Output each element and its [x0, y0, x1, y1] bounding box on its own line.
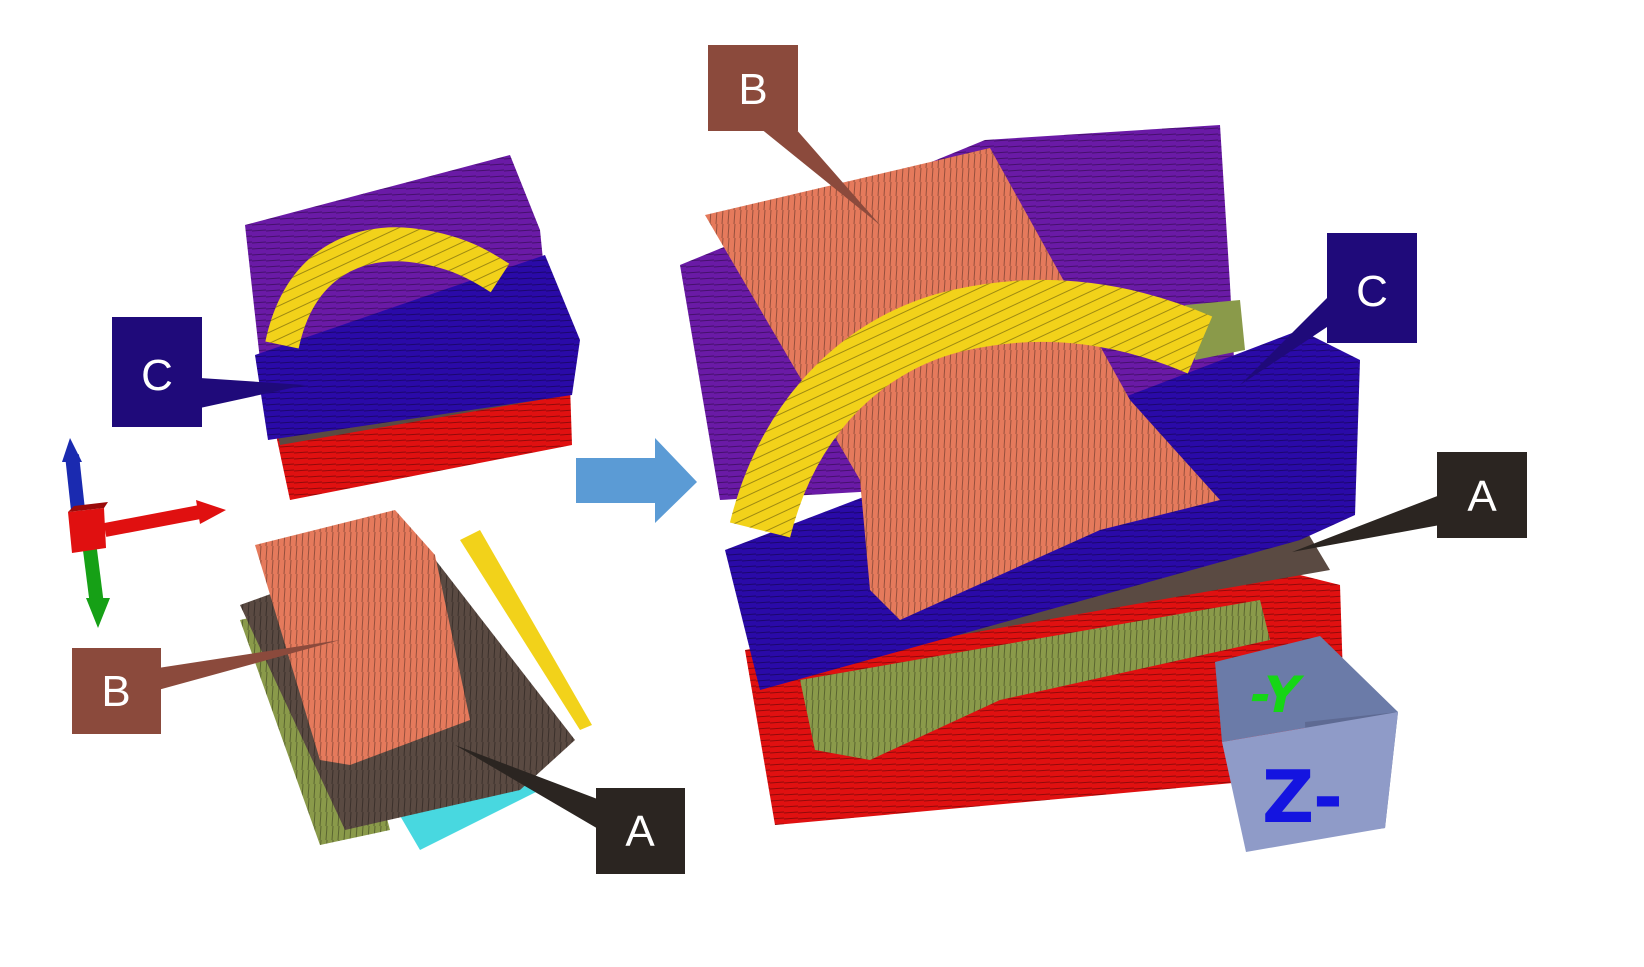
callout-right-a-label: A [1467, 472, 1497, 521]
y-axis [83, 549, 104, 606]
y-axis-arrow-icon [86, 598, 110, 628]
callout-left-b: B [72, 640, 340, 734]
right-assembly [680, 125, 1360, 825]
left-bottom-stack [240, 510, 592, 850]
callout-left-a: A [455, 745, 685, 874]
yellow-strip [460, 530, 592, 730]
axis-origin-cube [68, 508, 106, 553]
callout-right-c-label: C [1356, 267, 1388, 316]
callout-left-b-label: B [101, 667, 130, 716]
callout-right-a: A [1292, 452, 1527, 552]
view-cube-front-label: Z- [1262, 755, 1343, 839]
transition-arrow-icon [576, 438, 697, 523]
callout-right-b: B [708, 45, 880, 225]
z-axis-arrow-icon [62, 438, 82, 462]
callout-right-b-label: B [738, 65, 767, 114]
callout-right-c: C [1240, 233, 1417, 385]
view-cube-top-face[interactable] [1215, 636, 1398, 742]
axis-gizmo [62, 438, 226, 628]
view-cube[interactable]: -Y Z- [1215, 636, 1398, 852]
x-axis-arrow-icon [196, 500, 226, 524]
callout-left-c: C [112, 317, 305, 427]
x-axis [103, 505, 202, 537]
callout-left-c-label: C [141, 351, 173, 400]
left-top-stack [245, 155, 580, 500]
callout-left-a-label: A [625, 807, 655, 856]
view-cube-front-face[interactable] [1222, 712, 1398, 852]
z-axis [65, 454, 85, 511]
